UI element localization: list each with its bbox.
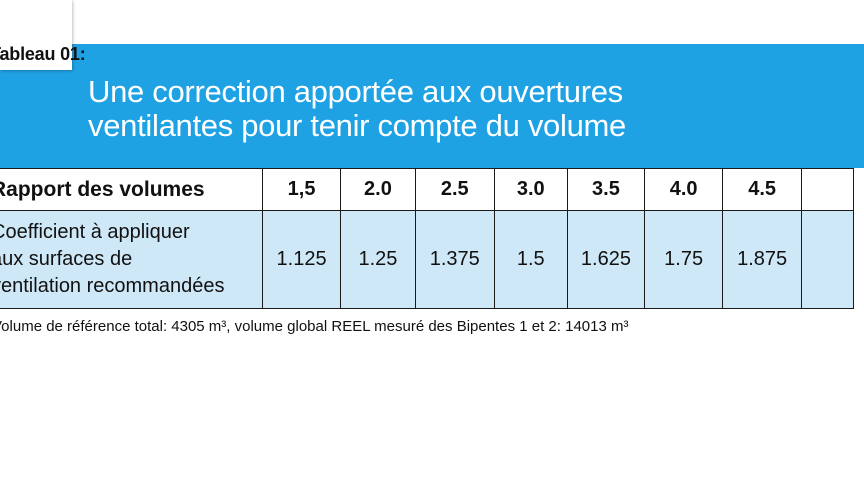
value-cell: 1.375 bbox=[414, 210, 495, 309]
table-number-tab: Tableau 01: bbox=[0, 0, 86, 70]
table-header-row: Rapport des volumes 1,5 2.0 2.5 3.0 3.5 … bbox=[0, 168, 854, 211]
coefficient-label-line-2: aux surfaces de bbox=[0, 248, 133, 270]
coefficient-label-line-3: ventilation recommandées bbox=[0, 275, 225, 297]
title-line-2: ventilantes pour tenir compte du volume bbox=[88, 108, 626, 143]
header-cell: 3.0 bbox=[493, 168, 568, 211]
header-label-cell: Rapport des volumes bbox=[0, 168, 263, 211]
header-cell: 4.0 bbox=[644, 168, 723, 211]
coefficient-row: Coefficient à appliquer aux surfaces de … bbox=[0, 210, 854, 309]
value-cell bbox=[801, 210, 854, 309]
value-cell: 1.75 bbox=[644, 210, 723, 309]
header-cell: 3.5 bbox=[566, 168, 646, 211]
coefficient-label-cell: Coefficient à appliquer aux surfaces de … bbox=[0, 210, 263, 309]
value-cell: 1.25 bbox=[340, 210, 416, 309]
value-cell: 1.125 bbox=[261, 210, 342, 309]
coefficient-label-line-1: Coefficient à appliquer bbox=[0, 221, 190, 243]
ventilation-correction-table: Rapport des volumes 1,5 2.0 2.5 3.0 3.5 … bbox=[0, 168, 854, 309]
title-band bbox=[0, 44, 864, 168]
table-number-label: Tableau 01: bbox=[0, 44, 86, 64]
table-footnote: Volume de référence total: 4305 m³, volu… bbox=[0, 318, 629, 335]
title-line-1: Une correction apportée aux ouvertures bbox=[88, 74, 623, 109]
value-cell: 1.5 bbox=[493, 210, 568, 309]
header-cell: 2.5 bbox=[414, 168, 495, 211]
header-label: Rapport des volumes bbox=[0, 177, 205, 201]
header-cell bbox=[801, 168, 854, 211]
value-cell: 1.875 bbox=[721, 210, 803, 309]
value-cell: 1.625 bbox=[566, 210, 646, 309]
header-cell: 1,5 bbox=[261, 168, 342, 211]
header-cell: 4.5 bbox=[721, 168, 803, 211]
header-cell: 2.0 bbox=[340, 168, 416, 211]
table-title: Une correction apportée aux ouvertures v… bbox=[88, 75, 626, 143]
